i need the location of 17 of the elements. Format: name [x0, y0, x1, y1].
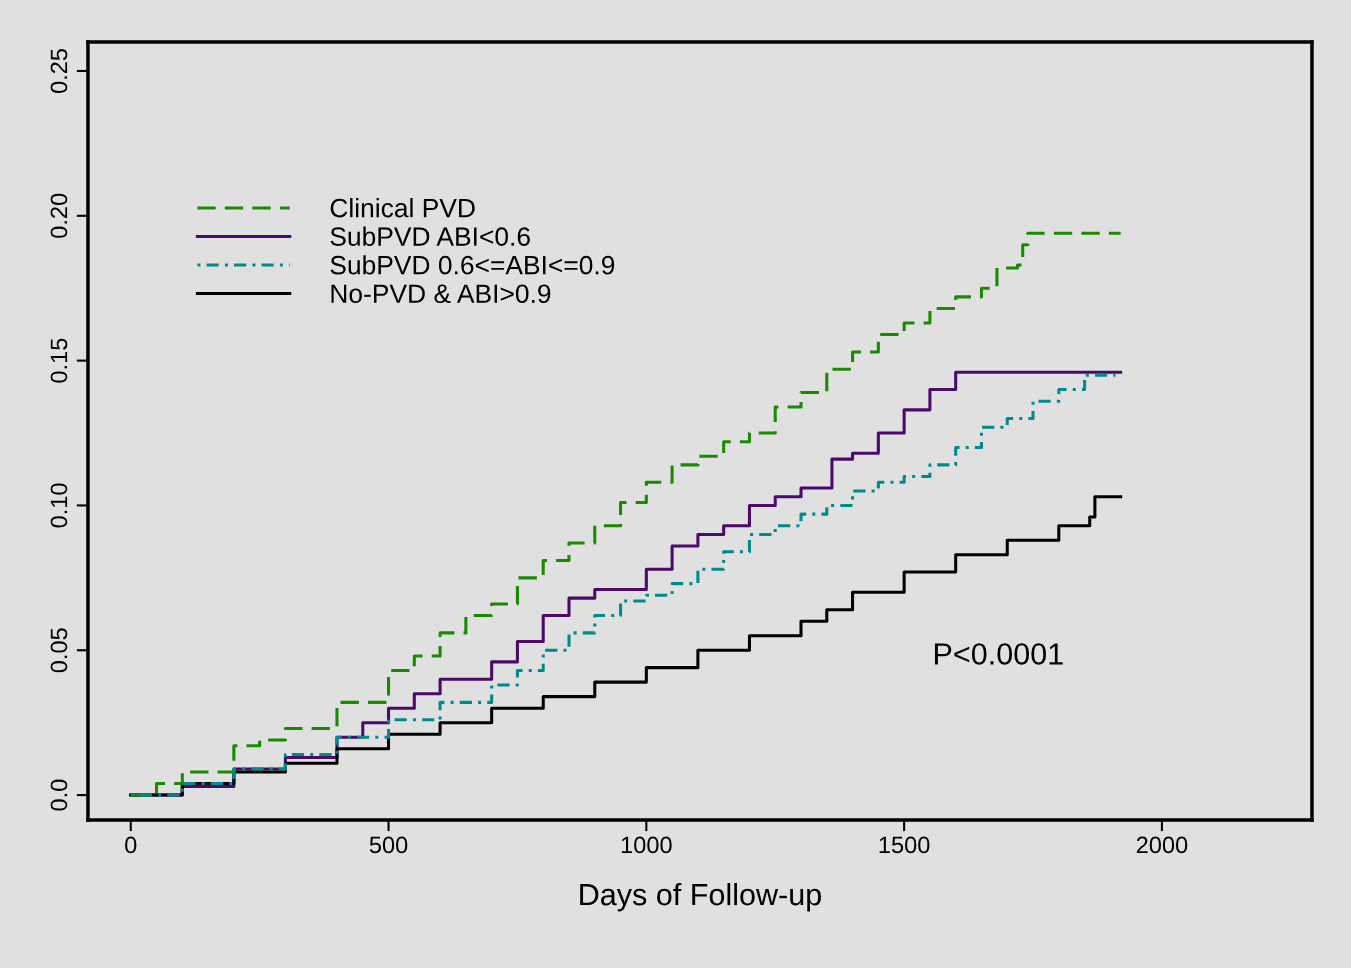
- legend-label: SubPVD 0.6<=ABI<=0.9: [330, 255, 615, 275]
- x-tick-label: 2000: [1136, 836, 1188, 854]
- y-tick-label: 0.25: [50, 48, 68, 94]
- x-axis-title: Days of Follow-up: [580, 882, 821, 912]
- y-tick-label: 0.15: [50, 338, 68, 383]
- annotation: P<0.0001: [935, 643, 1063, 665]
- y-tick-label: 0.0: [50, 779, 68, 811]
- y-tick-label: 0.20: [50, 193, 68, 238]
- x-tick-label: 500: [369, 836, 408, 854]
- x-tick-label: 0: [125, 836, 137, 854]
- x-tick-label: 1500: [879, 836, 930, 854]
- y-tick-label: 0.05: [50, 628, 68, 673]
- legend-label: Clinical PVD: [330, 198, 475, 218]
- x-tick-label: 1000: [621, 836, 672, 854]
- y-tick-label: 0.10: [50, 483, 68, 528]
- legend-label: No-PVD & ABI>0.9: [331, 284, 551, 304]
- legend-label: SubPVD ABI<0.6: [330, 226, 530, 246]
